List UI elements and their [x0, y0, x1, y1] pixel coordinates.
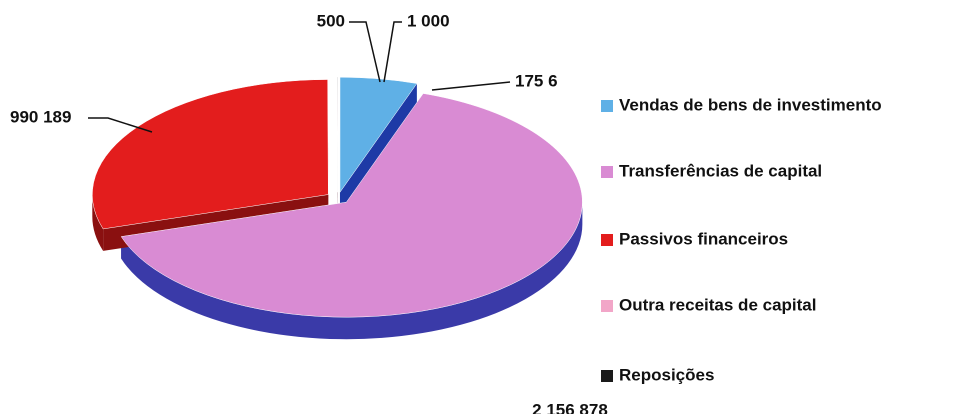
- leader-line: [349, 21, 381, 83]
- slice-side: [121, 202, 583, 340]
- legend-swatch: [601, 300, 613, 312]
- leader-line: [88, 117, 153, 133]
- data-label: 990 189: [10, 107, 71, 126]
- data-label: 175 6: [515, 71, 558, 90]
- slice-cut: [339, 83, 417, 215]
- leader-line: [383, 21, 402, 83]
- slice-side: [92, 194, 104, 251]
- pie-tops: [92, 76, 583, 318]
- slice: [120, 93, 583, 318]
- legend-label: Outra receitas de capital: [619, 295, 816, 314]
- legend-swatch: [601, 166, 613, 178]
- data-label: 2 156 878: [532, 400, 608, 414]
- labels: 175 6 2 156 878 990 189 500 1 000: [10, 11, 608, 414]
- legend: Vendas de bens de investimento Transferên…: [601, 95, 882, 384]
- legend-swatch: [601, 370, 613, 382]
- data-label: 1 000: [407, 11, 450, 30]
- legend-label: Transferências de capital: [619, 161, 822, 180]
- leader-line: [431, 81, 511, 91]
- legend-swatch: [601, 100, 613, 112]
- legend-label: Passivos financeiros: [619, 229, 788, 248]
- legend-label: Vendas de bens de investimento: [619, 95, 882, 114]
- slice: [92, 79, 329, 230]
- legend-swatch: [601, 234, 613, 246]
- data-label: 500: [317, 11, 345, 30]
- legend-label: Reposições: [619, 365, 714, 384]
